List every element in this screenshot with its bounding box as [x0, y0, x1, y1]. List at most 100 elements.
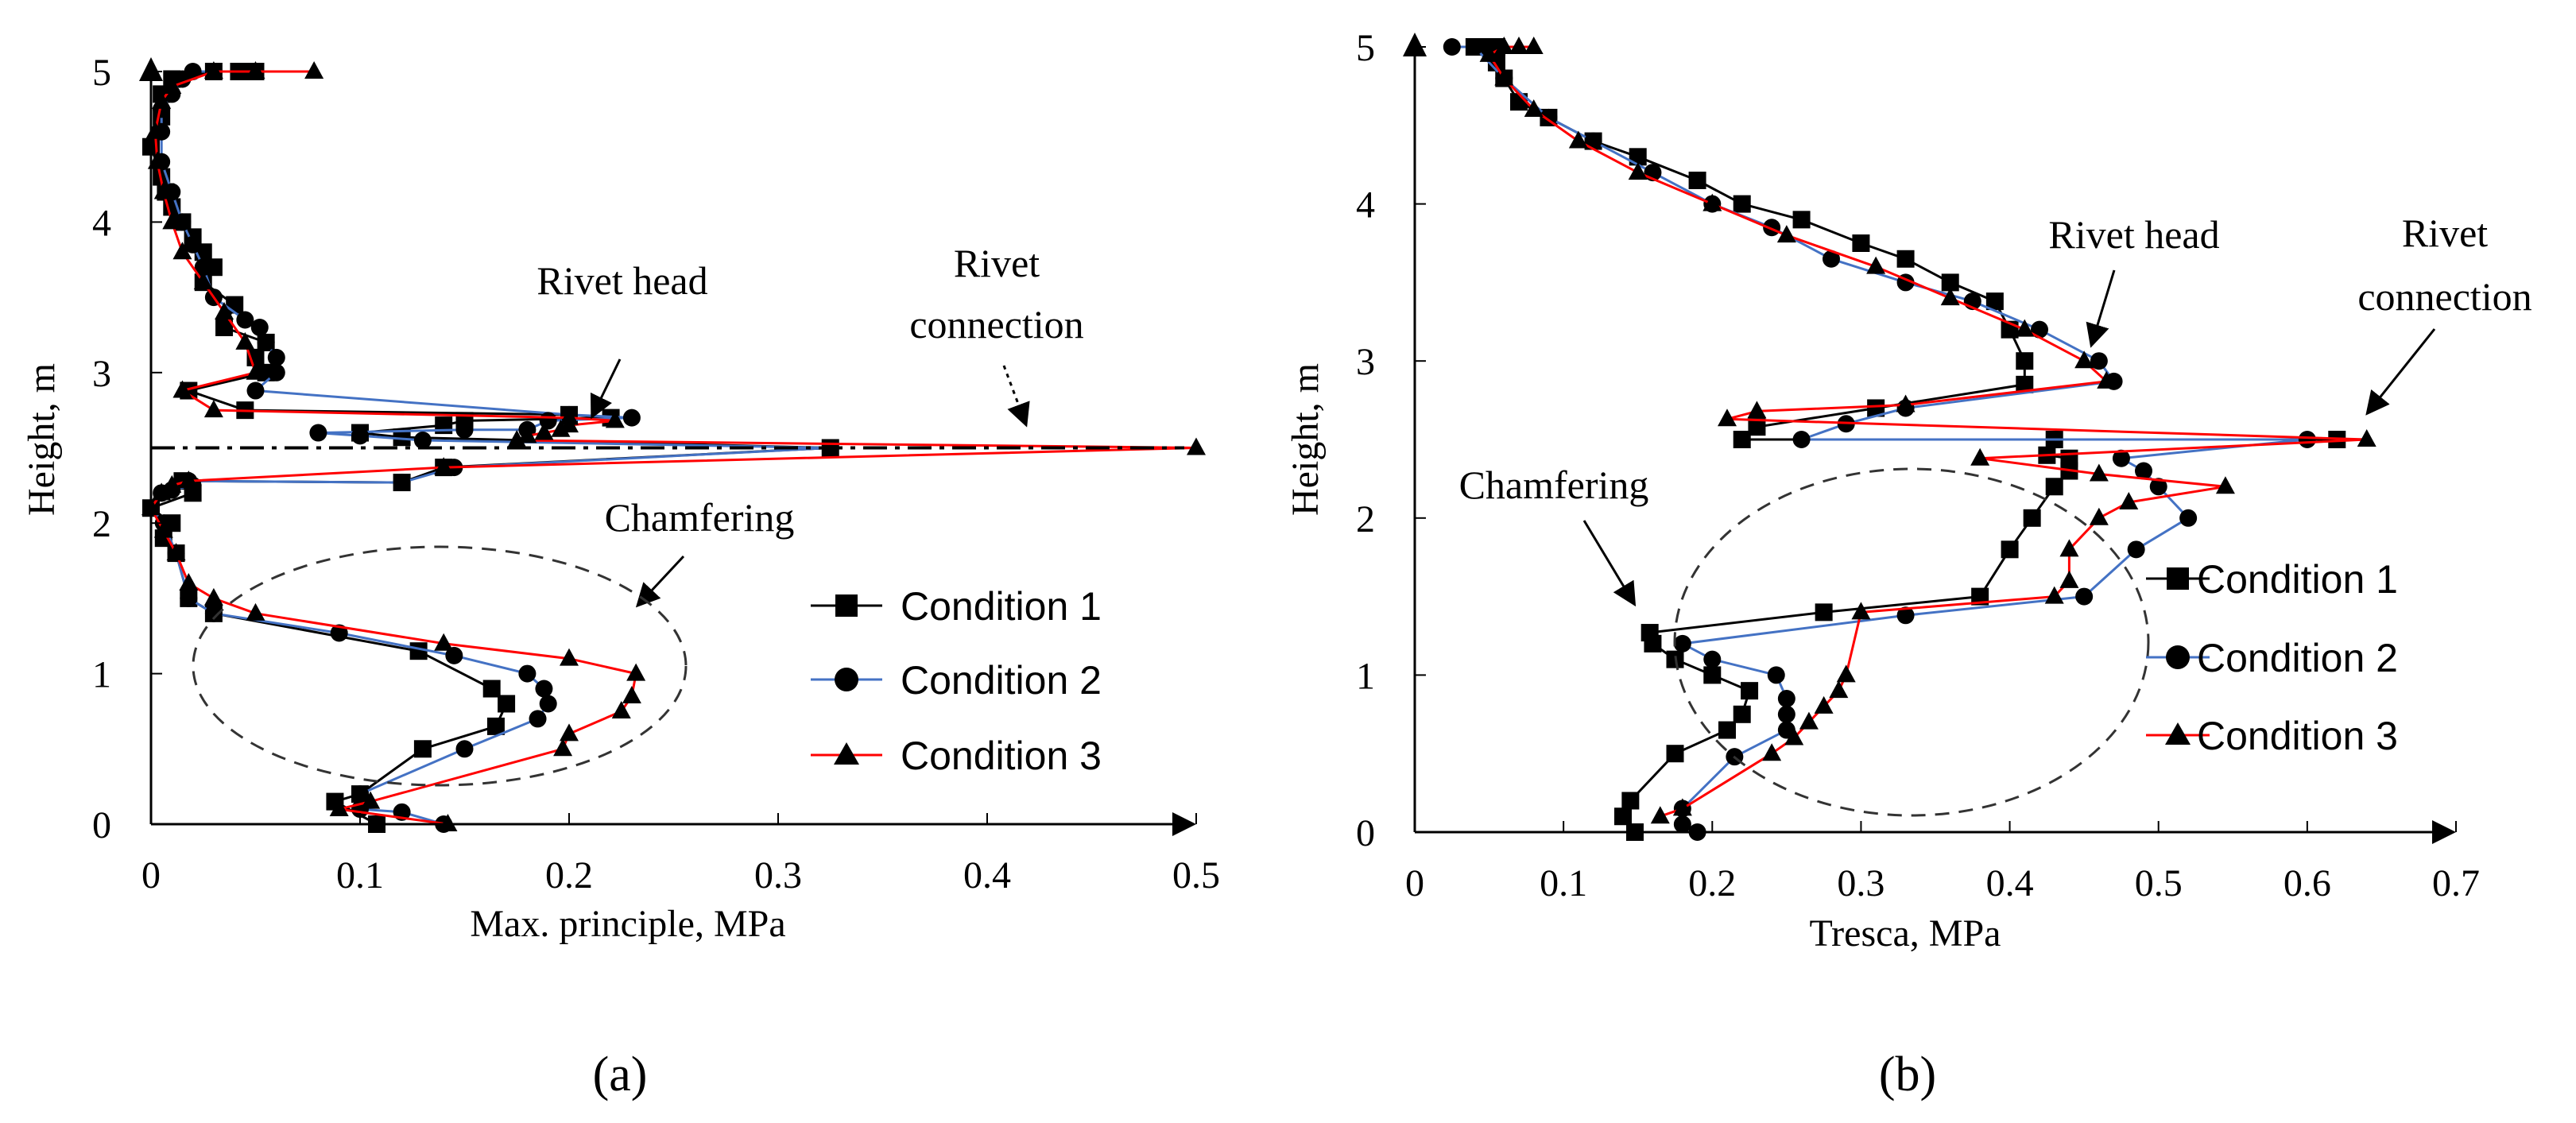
- panel-b-legend-item-condition-1: Condition 1: [2146, 557, 2398, 602]
- panel-a-data-point: [517, 425, 537, 443]
- panel-a-data-point: [309, 424, 327, 442]
- panel-a-annotation-chamfering: Chamfering: [605, 495, 795, 540]
- panel-b-data-point: [1641, 624, 1659, 642]
- panel-a-data-point: [507, 430, 527, 448]
- panel-a-legend-marker-condition-2: [835, 668, 858, 691]
- panel-a-data-point: [622, 409, 641, 427]
- panel-b-data-point: [1866, 256, 1886, 274]
- panel-b-data-point: [1792, 431, 1811, 448]
- panel-b-x-tick-label: 0.2: [1688, 862, 1736, 904]
- panel-a-y-tick-label: 0: [92, 804, 111, 846]
- panel-a-data-point: [622, 686, 641, 704]
- panel-a-legend-marker-condition-3: [834, 742, 859, 765]
- panel-b-data-point: [1688, 171, 1706, 189]
- panel-b-x-tick-label: 0.1: [1540, 862, 1587, 904]
- panel-b-y-tick-label: 0: [1356, 812, 1375, 854]
- panel-a-y-tick-label: 3: [92, 353, 111, 395]
- panel-b-data-point: [2357, 429, 2377, 447]
- panel-a-data-point: [162, 474, 182, 493]
- panel-a-data-point: [236, 311, 254, 329]
- panel-b-data-point: [1940, 288, 1960, 306]
- panel-b-data-point: [1673, 815, 1691, 834]
- panel-a-data-point: [267, 348, 285, 366]
- panel-b-data-point: [1896, 394, 1916, 412]
- panel-a-data-point: [180, 589, 198, 607]
- panel-a-x-tick-label: 0.3: [754, 854, 802, 896]
- panel-b-data-point: [2089, 463, 2109, 482]
- panel-b-data-point: [1823, 250, 1840, 268]
- panel-b-data-point: [2135, 462, 2152, 480]
- panel-a-data-point: [438, 814, 458, 831]
- panel-b-y-tick-label: 4: [1356, 184, 1375, 227]
- panel-b-series-line-2: [1451, 45, 2309, 834]
- panel-a-data-point: [153, 520, 173, 538]
- panel-b-data-point: [1971, 587, 1989, 606]
- panel-b-data-point: [2059, 539, 2079, 557]
- panel-a-data-point: [351, 785, 369, 804]
- panel-a-data-point: [179, 470, 199, 489]
- panel-b-y-tick-label: 1: [1356, 655, 1375, 697]
- panel-a-data-point: [215, 302, 234, 320]
- panel-b-data-point: [1666, 745, 1684, 763]
- panel-a-data-point: [534, 422, 554, 440]
- panel-b-legend-marker-condition-3: [2165, 722, 2191, 745]
- panel-b-rivet-head-arrow: [2086, 269, 2116, 348]
- panel-b-x-tick-label: 0.5: [2135, 862, 2183, 904]
- panel-a-data-point: [518, 664, 537, 683]
- panel-a-data-point: [203, 61, 223, 79]
- panel-a-data-point: [246, 381, 265, 400]
- panel-b-data-point: [2044, 586, 2064, 604]
- panel-b-data-point: [2112, 449, 2130, 467]
- panel-b-x-axis-label: Tresca, MPa: [1810, 912, 2001, 955]
- panel-a-data-point: [179, 572, 199, 591]
- panel-b-data-point: [1568, 130, 1588, 149]
- panel-a-data-point: [455, 420, 474, 439]
- panel-a-data-point: [166, 543, 186, 561]
- panel-b-data-point: [1748, 418, 1766, 436]
- panel-b-data-point: [1851, 602, 1871, 620]
- panel-b-data-point: [1829, 680, 1849, 699]
- panel-b-data-point: [1776, 225, 1796, 243]
- panel-a-data-point: [235, 331, 255, 350]
- panel-b-legend-label-condition-3: Condition 3: [2197, 714, 2398, 758]
- panel-a-data-point: [529, 710, 547, 728]
- panel-b-data-point: [1867, 399, 1885, 417]
- panel-a-chamfering-ellipse: [192, 545, 688, 787]
- panel-b-data-point: [1718, 721, 1736, 739]
- panel-a-legend-label-condition-3: Condition 3: [901, 734, 1102, 778]
- panel-b-data-point: [1799, 711, 1819, 730]
- panel-b-data-point: [1524, 37, 1544, 54]
- panel-a-legend-marker-condition-1: [835, 594, 858, 617]
- panel-b-data-point: [1733, 195, 1751, 213]
- panel-a-data-point: [393, 474, 411, 492]
- panel-a-series-3: [141, 61, 1206, 831]
- panel-a-legend-item-condition-3: Condition 3: [811, 734, 1102, 778]
- panel-a-data-point: [194, 258, 212, 277]
- panel-b-data-point: [1941, 273, 1959, 292]
- panel-a-data-point: [560, 723, 579, 742]
- panel-a-y-tick-label: 5: [92, 52, 111, 94]
- panel-a-rivet-head-arrow: [590, 358, 622, 420]
- panel-b-data-point: [1650, 806, 1670, 824]
- panel-a-annotation-rivet-head: Rivet head: [537, 258, 707, 303]
- panel-a-y-tick-label: 4: [92, 202, 111, 244]
- panel-a-data-point: [539, 695, 557, 713]
- panel-b-legend-marker-condition-2: [2166, 645, 2190, 669]
- panel-a-data-point: [147, 151, 167, 169]
- panel-a-data-point: [257, 333, 275, 351]
- panel-b-x-tick-label: 0: [1405, 862, 1424, 904]
- panel-a-data-point: [250, 318, 269, 336]
- panel-a-x-tick-label: 0.5: [1172, 854, 1220, 896]
- panel-b-chamfering-arrow: [1582, 520, 1637, 607]
- panel-b-annotation-rivet-connection-line2: connection: [2357, 274, 2531, 319]
- panel-b-data-point: [2298, 431, 2316, 448]
- panel-b-data-point: [1703, 666, 1722, 684]
- panel-b-data-point: [1673, 634, 1691, 653]
- panel-b-data-point: [1777, 705, 1795, 723]
- panel-b-x-tick-label: 0.4: [1986, 862, 2034, 904]
- panel-b-series-3: [1479, 37, 2377, 824]
- panel-b-data-point: [1621, 792, 1640, 810]
- panel-b-data-point: [1733, 705, 1751, 723]
- panel-b-data-point: [1784, 727, 1804, 745]
